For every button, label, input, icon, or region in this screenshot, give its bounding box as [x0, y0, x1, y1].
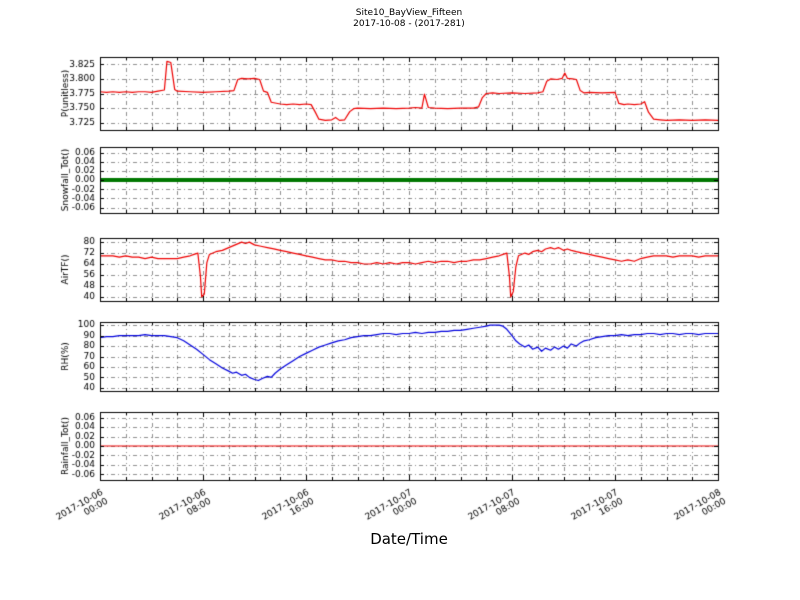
x-axis-label: Date/Time — [370, 530, 448, 548]
chart-title: Site10_BayView_Fifteen — [355, 8, 463, 18]
chart-subtitle: 2017-10-08 - (2017-281) — [353, 19, 465, 29]
